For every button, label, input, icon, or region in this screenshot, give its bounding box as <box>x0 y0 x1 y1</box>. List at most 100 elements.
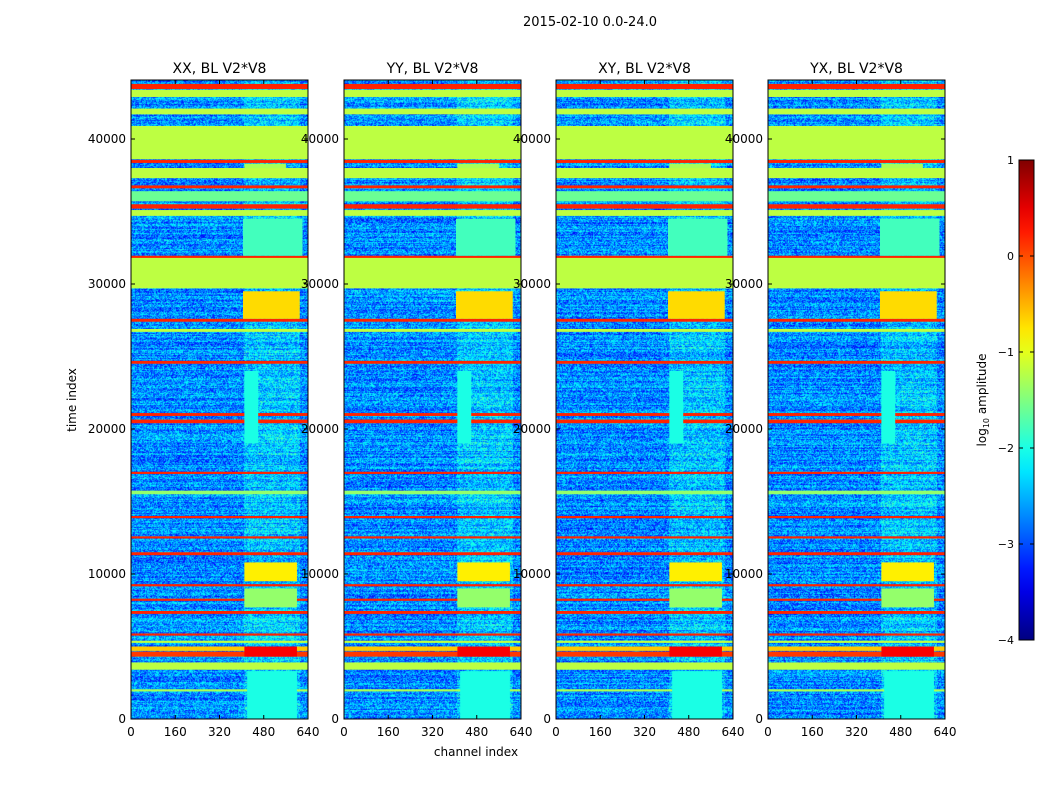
colorbar-tick-label: −3 <box>998 538 1014 551</box>
heatmap-band-12 <box>556 318 733 322</box>
x-tick-label: 0 <box>340 725 348 739</box>
colorbar-tick-label: −4 <box>998 634 1014 647</box>
heatmap-band-8 <box>768 204 945 209</box>
heatmap-band-2 <box>556 108 733 115</box>
heatmap-band-36 <box>244 646 297 657</box>
heatmap-band-4 <box>131 160 308 163</box>
heatmap-band-20 <box>556 536 733 539</box>
heatmap-band-35 <box>244 588 297 608</box>
x-tick-label: 320 <box>633 725 656 739</box>
heatmap-band-6 <box>344 185 521 189</box>
heatmap-band-23 <box>768 598 945 601</box>
heatmap-band-5 <box>344 168 521 179</box>
heatmap-band-30 <box>768 689 945 692</box>
panel-title: XX, BL V2*V8 <box>173 61 267 77</box>
heatmap-band-31 <box>243 291 300 319</box>
heatmap-band-22 <box>556 584 733 587</box>
x-tick-label: 160 <box>377 725 400 739</box>
heatmap-band-4 <box>556 160 733 163</box>
x-tick-label: 640 <box>934 725 957 739</box>
heatmap-band-33 <box>457 163 499 169</box>
heatmap-band-34 <box>669 562 722 582</box>
heatmap-band-20 <box>344 536 521 539</box>
heatmap-band-11 <box>556 255 733 258</box>
heatmap-band-2 <box>131 108 308 115</box>
y-axis-label: time index <box>65 368 79 432</box>
y-tick-label: 20000 <box>513 422 551 436</box>
x-axis-label: channel index <box>434 745 518 759</box>
heatmap-band-7 <box>344 191 521 202</box>
heatmap-band-19 <box>344 516 521 519</box>
heatmap-band-18 <box>768 490 945 495</box>
heatmap-band-26 <box>131 640 308 643</box>
heatmap-band-26 <box>344 640 521 643</box>
heatmap-band-15 <box>131 413 308 416</box>
heatmap-band-22 <box>344 584 521 587</box>
heatmap-band-24 <box>131 610 308 614</box>
colorbar: 1 0 −1 −2 −3 −4 <box>998 154 1035 647</box>
heatmap-band-7 <box>768 191 945 202</box>
heatmap-band-3 <box>556 125 733 160</box>
heatmap-band-6 <box>556 185 733 189</box>
colorbar-tick-label: 0 <box>1007 250 1014 263</box>
heatmap-band-10 <box>768 256 945 289</box>
y-tick-label: 0 <box>331 712 339 726</box>
y-tick-label: 40000 <box>301 132 339 146</box>
heatmap-band-29 <box>344 662 521 670</box>
heatmap-band-18 <box>344 490 521 495</box>
heatmap-band-3 <box>131 125 308 160</box>
y-tick-label: 20000 <box>88 422 126 436</box>
panel-title: YY, BL V2*V8 <box>386 61 479 77</box>
heatmap-band-25 <box>131 633 308 636</box>
heatmap-band-17 <box>344 471 521 474</box>
x-tick-label: 640 <box>297 725 320 739</box>
heatmap-band-36 <box>457 646 510 657</box>
heatmap-band-25 <box>768 633 945 636</box>
heatmap-band-29 <box>556 662 733 670</box>
heatmap-band-8 <box>556 204 733 209</box>
heatmap-band-31 <box>880 291 937 319</box>
heatmap-band-19 <box>556 516 733 519</box>
heatmap-band-24 <box>556 610 733 614</box>
heatmap-band-14 <box>556 360 733 364</box>
heatmap-band-25 <box>556 633 733 636</box>
heatmap-band-4 <box>768 160 945 163</box>
heatmap-band-5 <box>556 168 733 179</box>
heatmap-band-13 <box>344 328 521 332</box>
heatmap-band-11 <box>768 255 945 258</box>
heatmap-band-27 <box>556 646 733 651</box>
x-tick-label: 480 <box>252 725 275 739</box>
heatmap-band-37 <box>457 371 472 444</box>
x-tick-label: 320 <box>208 725 231 739</box>
heatmap-band-28 <box>344 651 521 657</box>
heatmap-band-9 <box>556 210 733 216</box>
heatmap-band-21 <box>556 552 733 556</box>
heatmap-band-14 <box>131 360 308 364</box>
x-tick-label: 480 <box>889 725 912 739</box>
y-tick-label: 30000 <box>301 277 339 291</box>
heatmap-band-16 <box>768 419 945 424</box>
heatmap-band-10 <box>344 256 521 289</box>
heatmap-band-35 <box>669 588 722 608</box>
heatmap-band-13 <box>131 328 308 332</box>
heatmap-band-16 <box>131 419 308 424</box>
heatmap-band-22 <box>768 584 945 587</box>
heatmap-band-16 <box>344 419 521 424</box>
heatmap-band-0 <box>556 83 733 89</box>
x-tick-label: 160 <box>801 725 824 739</box>
y-tick-label: 20000 <box>725 422 763 436</box>
y-tick-label: 40000 <box>88 132 126 146</box>
colorbar-tick-label: −2 <box>998 442 1014 455</box>
x-tick-label: 320 <box>845 725 868 739</box>
y-tick-label: 40000 <box>513 132 551 146</box>
heatmap-band-27 <box>768 646 945 651</box>
heatmap-band-3 <box>344 125 521 160</box>
heatmap-band-35 <box>881 588 934 608</box>
colorbar-tick-label: −1 <box>998 346 1014 359</box>
heatmap-band-28 <box>131 651 308 657</box>
heatmap-band-0 <box>344 83 521 89</box>
heatmap-band-21 <box>768 552 945 556</box>
heatmap-band-4 <box>344 160 521 163</box>
heatmap-band-32 <box>880 218 940 256</box>
